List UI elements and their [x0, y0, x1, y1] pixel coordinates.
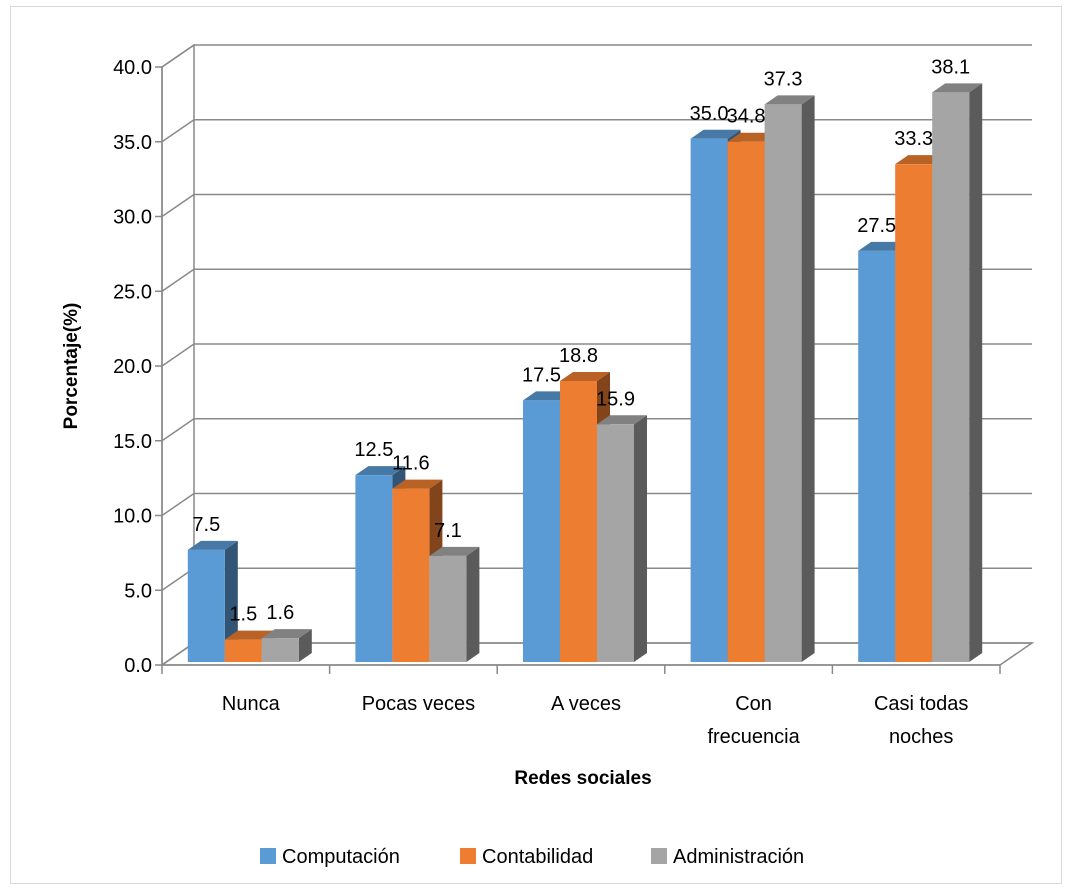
data-label: 34.8 — [727, 106, 766, 128]
y-tick-label: 10.0 — [113, 506, 152, 528]
y-tick-label: 30.0 — [113, 207, 152, 229]
bar — [932, 83, 983, 662]
bars — [187, 83, 983, 663]
bar-front — [261, 638, 299, 662]
bar-front — [523, 400, 560, 662]
bar-front — [895, 164, 933, 663]
y-tick-label: 15.0 — [113, 431, 152, 453]
bar-front — [858, 250, 896, 662]
y-tick-label: 5.0 — [124, 580, 152, 602]
legend-label: Contabilidad — [482, 846, 593, 868]
category-label: Con — [735, 693, 772, 715]
bar-front — [560, 380, 597, 662]
bar-front — [224, 639, 262, 662]
bar-top — [764, 95, 815, 105]
bar-front — [187, 549, 225, 662]
category-label: Nunca — [222, 693, 281, 715]
category-label: A veces — [551, 693, 621, 715]
bar-side — [969, 83, 983, 662]
bar-front — [597, 424, 634, 662]
y-axis-ticks: 0.0 5.0 10.0 15.0 20.0 25.0 30.0 35.0 40.0 — [113, 57, 163, 677]
data-labels: 7.5 1.5 1.6 12.511.6 7.1 17.518.8 15.9 35.034.8… — [192, 56, 970, 625]
category-label: frecuencia — [707, 726, 800, 748]
bar-top — [597, 415, 647, 425]
category-label: Casi todas — [874, 693, 969, 715]
legend-label: Computación — [282, 846, 400, 868]
y-tick-label: 25.0 — [113, 281, 152, 303]
data-label: 12.5 — [354, 439, 393, 461]
category-label: noches — [889, 726, 954, 748]
x-axis-title: Redes sociales — [514, 768, 651, 789]
data-label: 17.5 — [522, 364, 561, 386]
data-label: 11.6 — [392, 453, 429, 475]
bar-side — [466, 546, 480, 662]
bar-top — [429, 546, 480, 556]
data-label: 35.0 — [690, 103, 729, 125]
bar-top — [560, 371, 610, 381]
data-label: 1.6 — [266, 602, 294, 624]
bar — [429, 546, 480, 662]
data-label: 7.1 — [434, 520, 462, 542]
bar — [187, 540, 238, 662]
legend: Computación Contabilidad Administración — [260, 846, 804, 868]
legend-label: Administración — [673, 846, 804, 868]
y-tick-label: 20.0 — [113, 356, 152, 378]
bar-side — [801, 95, 815, 663]
bar-front — [764, 104, 802, 663]
legend-swatch — [460, 848, 476, 864]
category-label: Pocas veces — [362, 693, 475, 715]
bar — [261, 629, 312, 662]
bar-top — [355, 466, 406, 476]
legend-swatch — [260, 848, 276, 864]
bar-front — [690, 138, 728, 662]
data-label: 37.3 — [764, 68, 803, 90]
data-label: 27.5 — [857, 215, 896, 237]
y-tick-label: 0.0 — [124, 655, 152, 677]
y-tick-label: 40.0 — [113, 57, 152, 79]
bar-front — [727, 141, 765, 663]
data-label: 1.5 — [229, 604, 257, 626]
bar-front — [392, 488, 430, 662]
bar-top — [261, 629, 312, 639]
bar — [764, 95, 815, 663]
legend-swatch — [651, 848, 667, 864]
x-axis-categories: Nunca Pocas veces A veces Con frecuencia Casi… — [161, 664, 1001, 748]
data-label: 15.9 — [596, 388, 635, 410]
data-label: 7.5 — [192, 514, 220, 536]
bar-top — [932, 83, 983, 93]
y-axis-title: Porcentaje(%) — [61, 303, 82, 430]
bar-side — [298, 629, 312, 662]
bar-side — [634, 415, 647, 662]
y-tick-label: 35.0 — [113, 132, 152, 154]
gridline — [161, 44, 1032, 68]
bar — [597, 415, 647, 662]
bar-top — [224, 630, 275, 640]
data-label: 38.1 — [931, 56, 970, 78]
data-label: 18.8 — [559, 345, 598, 367]
bar-front — [429, 555, 467, 662]
bar-top — [392, 479, 443, 489]
data-label: 33.3 — [894, 128, 933, 150]
bar-top — [187, 540, 238, 550]
bar-front — [355, 475, 393, 662]
bar-top — [690, 129, 741, 139]
bar-front — [932, 92, 970, 662]
gridline — [161, 119, 1032, 143]
bar-side — [224, 540, 238, 662]
